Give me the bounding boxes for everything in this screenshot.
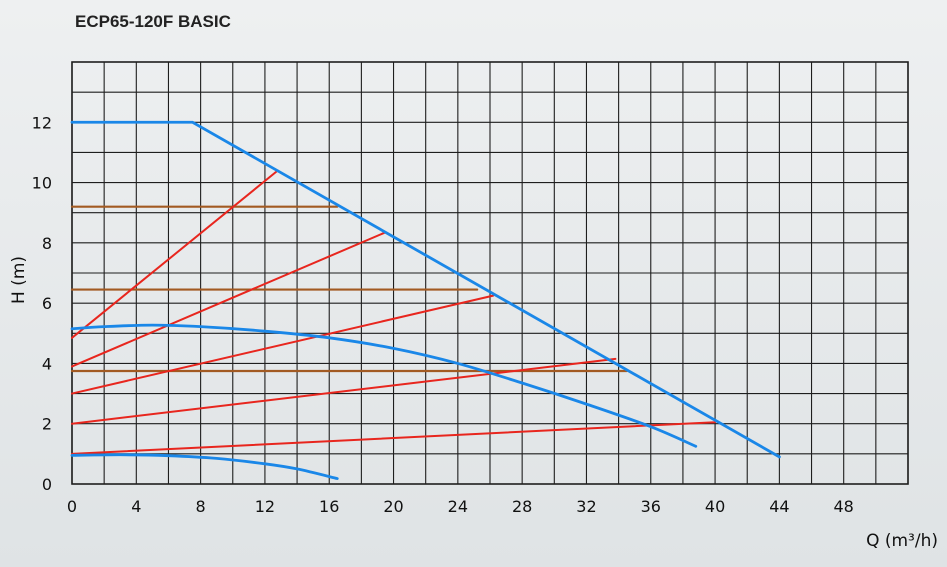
system-curve	[71, 169, 279, 339]
y-tick-label: 2	[42, 415, 52, 434]
series-layer	[70, 120, 781, 480]
x-tick-label: 28	[512, 497, 532, 516]
x-tick-label: 8	[196, 497, 206, 516]
pump-curve	[70, 453, 339, 480]
y-tick-label: 0	[42, 475, 52, 494]
chart-title: ECP65-120F BASIC	[75, 12, 231, 31]
y-tick-label: 6	[42, 294, 52, 313]
y-tick-label: 12	[32, 113, 52, 132]
system-curve	[71, 421, 717, 455]
y-axis-label: H (m)	[9, 256, 29, 304]
pump-curve	[70, 323, 698, 448]
x-tick-label: 24	[448, 497, 468, 516]
x-tick-label: 0	[67, 497, 77, 516]
system-curve	[71, 294, 495, 395]
pump-curve	[70, 120, 781, 459]
x-tick-label: 36	[641, 497, 661, 516]
grid	[71, 61, 909, 485]
system-curve	[71, 357, 617, 425]
x-tick-label: 4	[131, 497, 141, 516]
x-tick-label: 48	[834, 497, 854, 516]
y-tick-label: 4	[42, 354, 52, 373]
x-axis-label: Q (m³/h)	[866, 531, 938, 551]
x-tick-label: 40	[705, 497, 725, 516]
system-curve	[71, 231, 387, 368]
y-tick-label: 10	[32, 174, 52, 193]
x-tick-label: 44	[769, 497, 789, 516]
y-tick-label: 8	[42, 234, 52, 253]
x-tick-label: 16	[319, 497, 339, 516]
plot-frame	[71, 61, 909, 485]
x-tick-label: 12	[255, 497, 275, 516]
x-tick-label: 32	[576, 497, 596, 516]
x-tick-label: 20	[383, 497, 403, 516]
